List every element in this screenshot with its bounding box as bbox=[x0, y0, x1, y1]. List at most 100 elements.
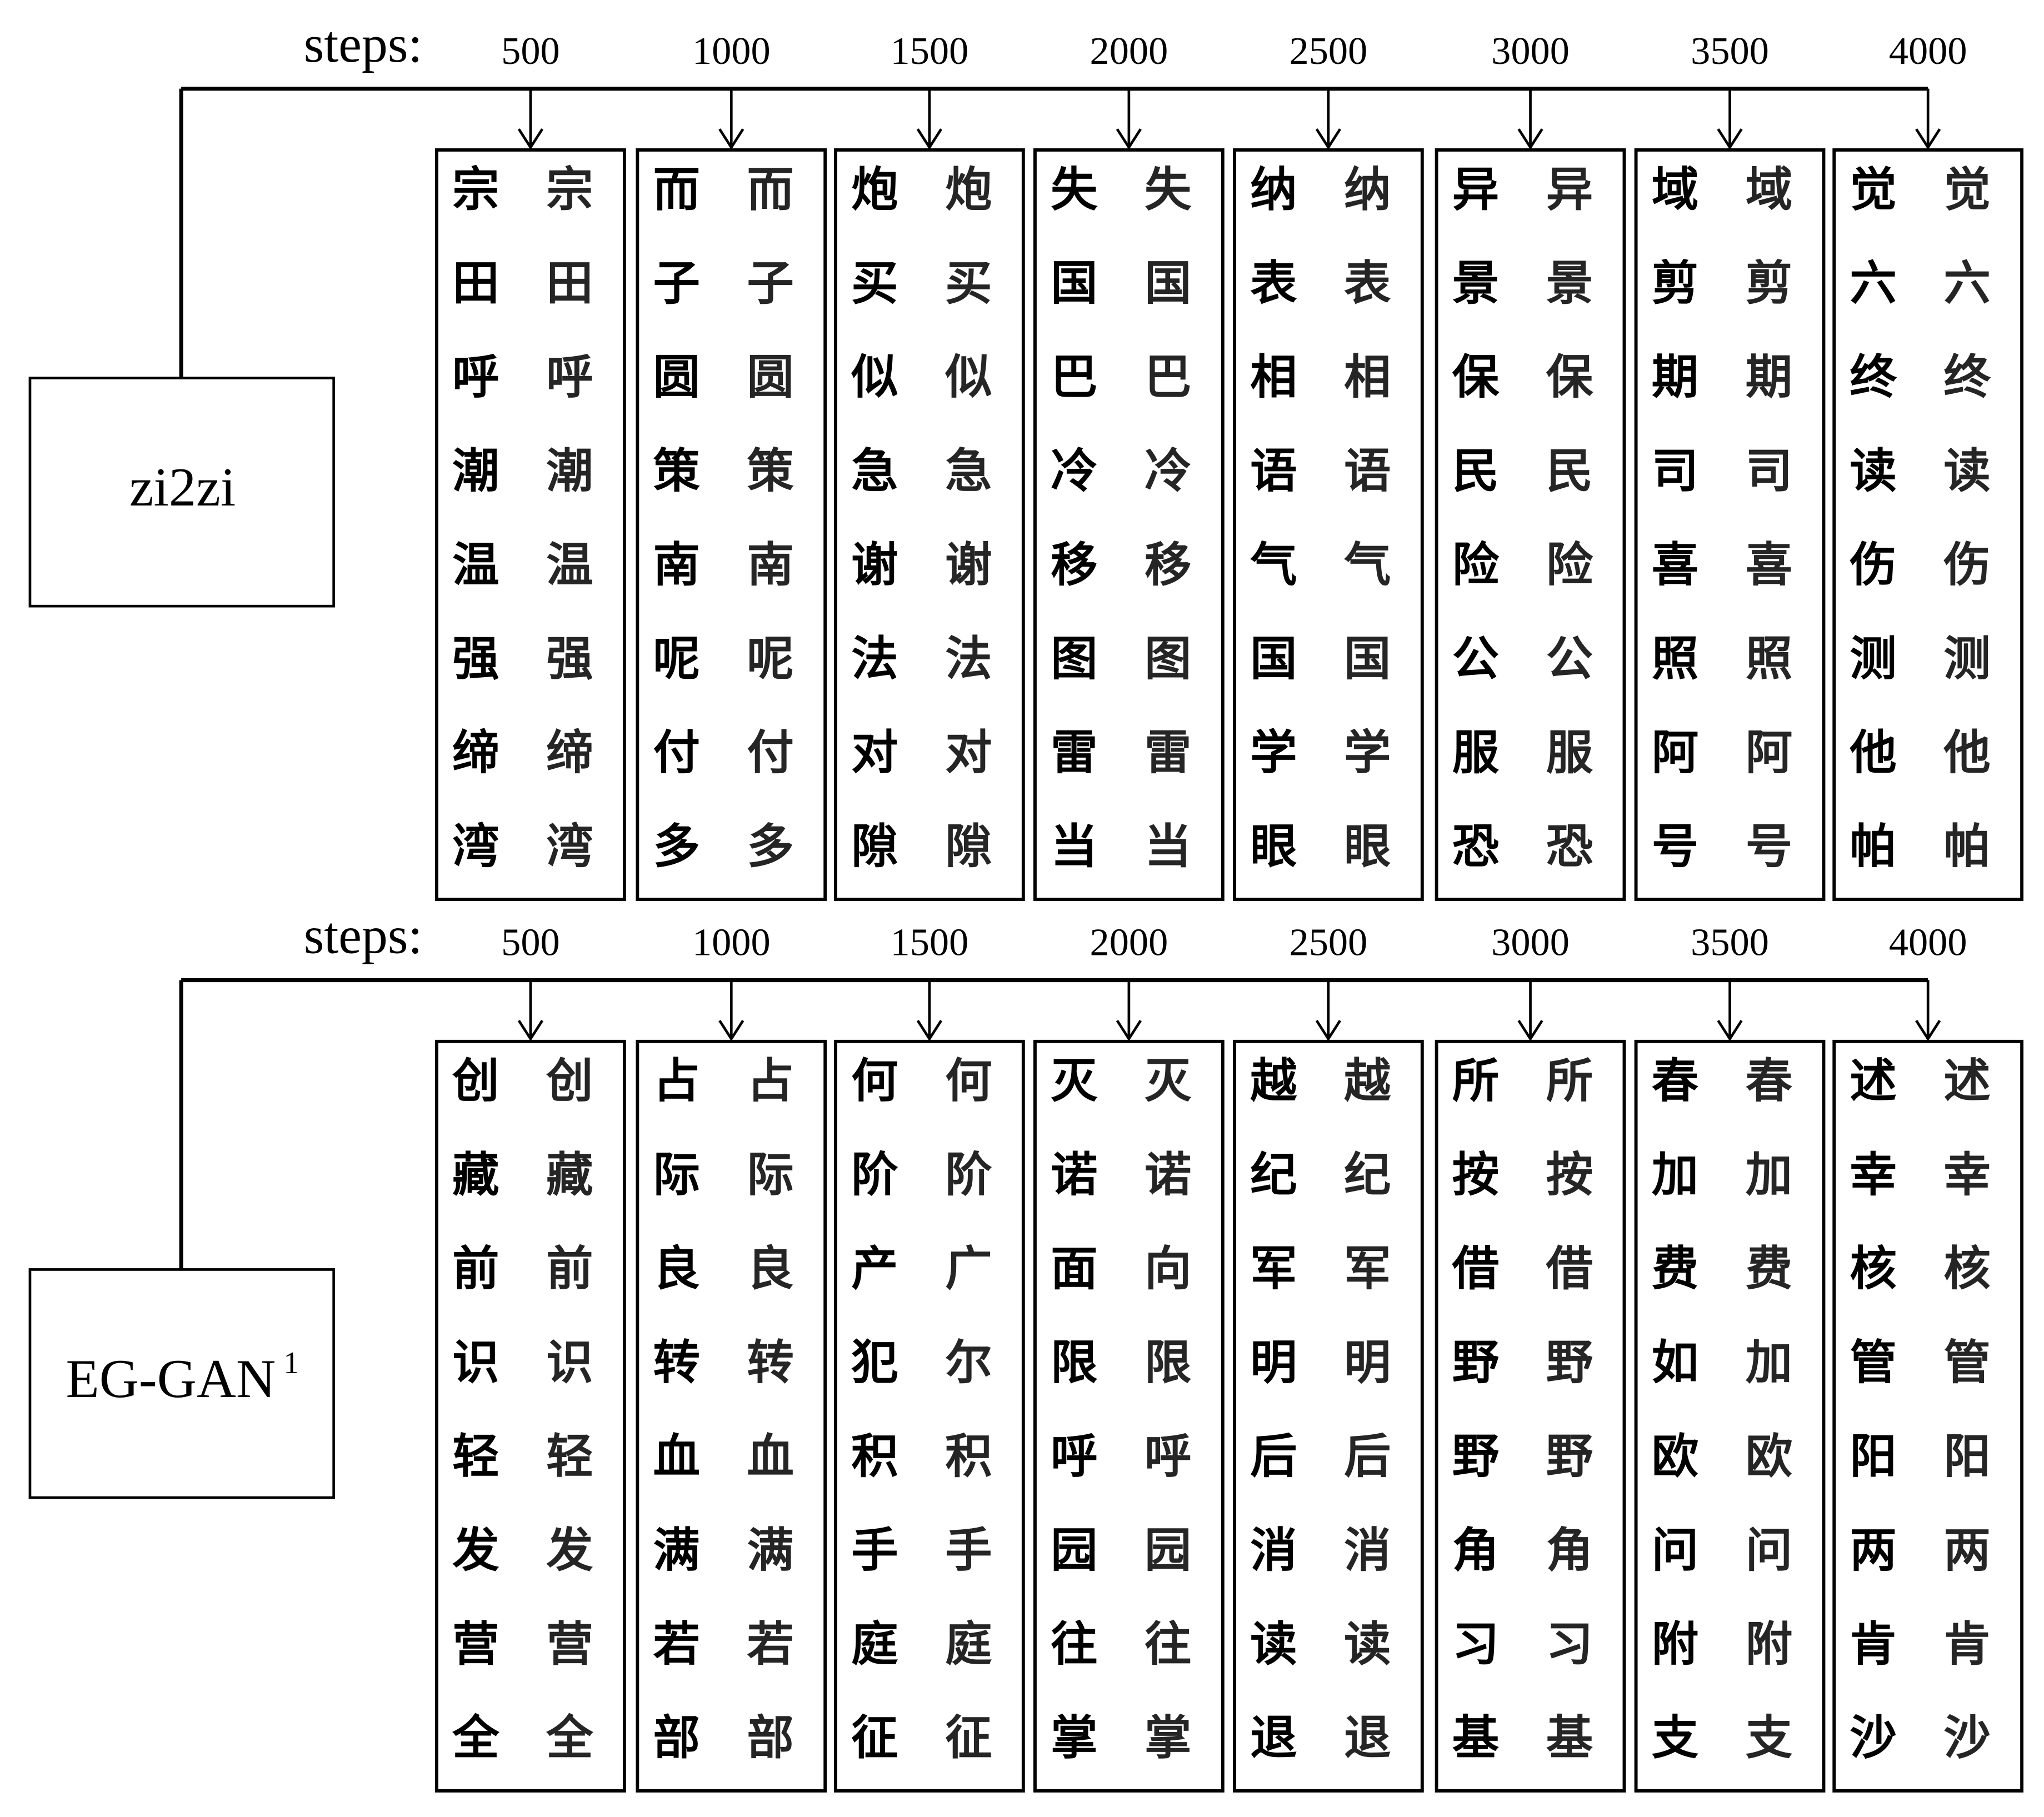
generated-glyph: 轻 bbox=[546, 1429, 593, 1484]
generated-glyph: 春 bbox=[1746, 1054, 1793, 1108]
generated-glyph: 对 bbox=[945, 725, 992, 780]
generated-glyph: 欧 bbox=[1746, 1429, 1792, 1484]
generated-glyph: 幸 bbox=[1943, 1148, 1990, 1202]
source-glyph: 良 bbox=[653, 1242, 700, 1296]
source-glyph: 表 bbox=[1250, 256, 1297, 311]
generated-glyph: 肯 bbox=[1943, 1617, 1990, 1671]
source-glyph: 积 bbox=[851, 1429, 898, 1484]
source-glyph: 域 bbox=[1652, 162, 1698, 217]
generated-glyph: 气 bbox=[1344, 538, 1391, 592]
source-glyph: 终 bbox=[1850, 350, 1897, 404]
generated-glyph: 剪 bbox=[1746, 256, 1792, 311]
step-label: 500 bbox=[501, 921, 560, 964]
generated-glyph: 伤 bbox=[1943, 538, 1990, 592]
source-glyph: 呼 bbox=[1051, 1429, 1097, 1484]
generated-glyph: 隙 bbox=[945, 819, 992, 874]
arrow-head bbox=[517, 128, 544, 150]
sample-box bbox=[1033, 1039, 1225, 1793]
generated-glyph: 六 bbox=[1943, 256, 1990, 311]
steps-label: steps: bbox=[304, 907, 423, 965]
generated-glyph: 广 bbox=[945, 1242, 992, 1296]
source-glyph: 号 bbox=[1652, 819, 1698, 874]
generated-glyph: 缔 bbox=[546, 725, 593, 780]
source-glyph: 产 bbox=[851, 1242, 898, 1296]
source-glyph: 轻 bbox=[452, 1429, 499, 1484]
generated-glyph: 公 bbox=[1546, 632, 1593, 686]
generated-glyph: 强 bbox=[546, 632, 593, 686]
source-glyph: 移 bbox=[1051, 538, 1097, 592]
source-glyph: 景 bbox=[1452, 256, 1499, 311]
sample-box bbox=[1435, 1039, 1626, 1793]
arrow-head bbox=[718, 128, 744, 150]
source-glyph: 恐 bbox=[1452, 819, 1499, 874]
sample-box bbox=[636, 148, 827, 902]
sample-box bbox=[1832, 148, 2024, 902]
generated-glyph: 征 bbox=[945, 1711, 992, 1765]
generated-glyph: 炮 bbox=[945, 162, 992, 217]
sample-box bbox=[834, 148, 1025, 902]
source-glyph: 消 bbox=[1250, 1523, 1297, 1578]
generated-glyph: 费 bbox=[1746, 1242, 1792, 1296]
source-glyph: 往 bbox=[1051, 1617, 1097, 1671]
generated-glyph: 测 bbox=[1943, 632, 1990, 686]
generated-glyph: 军 bbox=[1344, 1242, 1391, 1296]
generated-glyph: 国 bbox=[1344, 632, 1391, 686]
generated-glyph: 纳 bbox=[1344, 162, 1391, 217]
step-label: 1500 bbox=[891, 921, 969, 964]
step-label: 500 bbox=[501, 29, 560, 73]
arrow-head bbox=[517, 1020, 544, 1042]
source-glyph: 识 bbox=[452, 1335, 499, 1390]
generated-glyph: 庭 bbox=[945, 1617, 992, 1671]
sample-box bbox=[1832, 1039, 2024, 1793]
source-glyph: 多 bbox=[653, 819, 700, 874]
generated-glyph: 读 bbox=[1943, 444, 1990, 498]
generated-glyph: 国 bbox=[1145, 256, 1191, 311]
step-label: 3500 bbox=[1691, 29, 1769, 73]
source-glyph: 图 bbox=[1051, 632, 1097, 686]
source-glyph: 买 bbox=[851, 256, 898, 311]
generated-glyph: 温 bbox=[546, 538, 593, 592]
generated-glyph: 移 bbox=[1145, 538, 1191, 592]
source-glyph: 征 bbox=[851, 1711, 898, 1765]
step-label: 4000 bbox=[1889, 921, 1967, 964]
generated-glyph: 满 bbox=[747, 1523, 793, 1578]
generated-glyph: 何 bbox=[945, 1054, 992, 1108]
generated-glyph: 图 bbox=[1145, 632, 1191, 686]
source-glyph: 掌 bbox=[1051, 1711, 1097, 1765]
sample-box bbox=[1634, 148, 1826, 902]
source-glyph: 肯 bbox=[1850, 1617, 1896, 1671]
generated-glyph: 掌 bbox=[1145, 1711, 1191, 1765]
source-glyph: 读 bbox=[1850, 444, 1896, 498]
source-glyph: 借 bbox=[1452, 1242, 1499, 1296]
generated-glyph: 尔 bbox=[945, 1335, 992, 1390]
generated-glyph: 景 bbox=[1546, 256, 1593, 311]
source-glyph: 转 bbox=[653, 1335, 700, 1390]
source-glyph: 公 bbox=[1452, 632, 1499, 686]
source-glyph: 支 bbox=[1652, 1711, 1699, 1765]
source-glyph: 沙 bbox=[1850, 1711, 1896, 1765]
source-glyph: 觉 bbox=[1850, 162, 1896, 217]
generated-glyph: 园 bbox=[1145, 1523, 1191, 1578]
source-glyph: 气 bbox=[1250, 538, 1297, 592]
generated-glyph: 藏 bbox=[546, 1148, 593, 1202]
arrow-head bbox=[916, 1020, 943, 1042]
generated-glyph: 冷 bbox=[1145, 444, 1191, 498]
arrow-head bbox=[1717, 128, 1743, 150]
arrow-head bbox=[1315, 128, 1341, 150]
source-glyph: 角 bbox=[1452, 1523, 1499, 1578]
arrow-head bbox=[916, 128, 943, 150]
generated-glyph: 似 bbox=[944, 350, 992, 404]
generated-glyph: 失 bbox=[1145, 162, 1192, 217]
source-glyph: 全 bbox=[452, 1711, 499, 1765]
generated-glyph: 谢 bbox=[945, 538, 992, 592]
source-glyph: 巴 bbox=[1051, 350, 1097, 404]
source-glyph: 明 bbox=[1250, 1335, 1297, 1390]
generated-glyph: 南 bbox=[747, 538, 793, 592]
generated-glyph: 若 bbox=[747, 1617, 793, 1671]
generated-glyph: 阶 bbox=[945, 1148, 992, 1202]
source-glyph: 谢 bbox=[851, 538, 898, 592]
generated-glyph: 明 bbox=[1344, 1335, 1391, 1390]
source-glyph: 前 bbox=[452, 1242, 499, 1296]
